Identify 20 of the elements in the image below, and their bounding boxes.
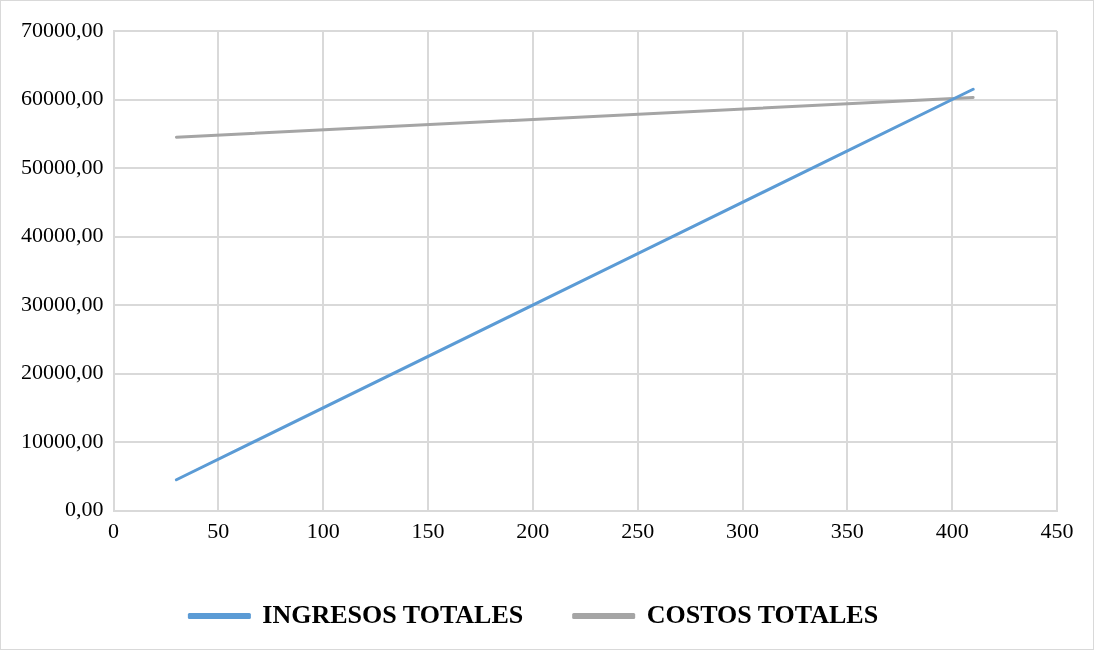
x-tick-label: 450 [1040,517,1074,543]
x-tick-label: 150 [411,517,445,543]
x-tick-label: 350 [830,517,864,543]
x-tick-label: 250 [621,517,655,543]
y-tick-label: 30000,00 [21,290,104,316]
y-tick-label: 70000,00 [21,16,104,42]
y-tick-label: 40000,00 [21,222,104,248]
y-tick-label: 0,00 [65,496,104,522]
x-tick-label: 200 [516,517,550,543]
y-tick-label: 60000,00 [21,85,104,111]
legend-label: INGRESOS TOTALES [262,599,524,629]
x-tick-label: 0 [108,517,119,543]
y-tick-label: 50000,00 [21,153,104,179]
x-tick-label: 300 [726,517,759,543]
x-tick-label: 400 [935,517,969,543]
legend-label: COSTOS TOTALES [646,599,879,629]
x-tick-label: 50 [207,517,230,543]
y-tick-label: 20000,00 [21,359,104,385]
x-tick-label: 100 [306,517,340,543]
y-tick-label: 10000,00 [21,427,104,453]
